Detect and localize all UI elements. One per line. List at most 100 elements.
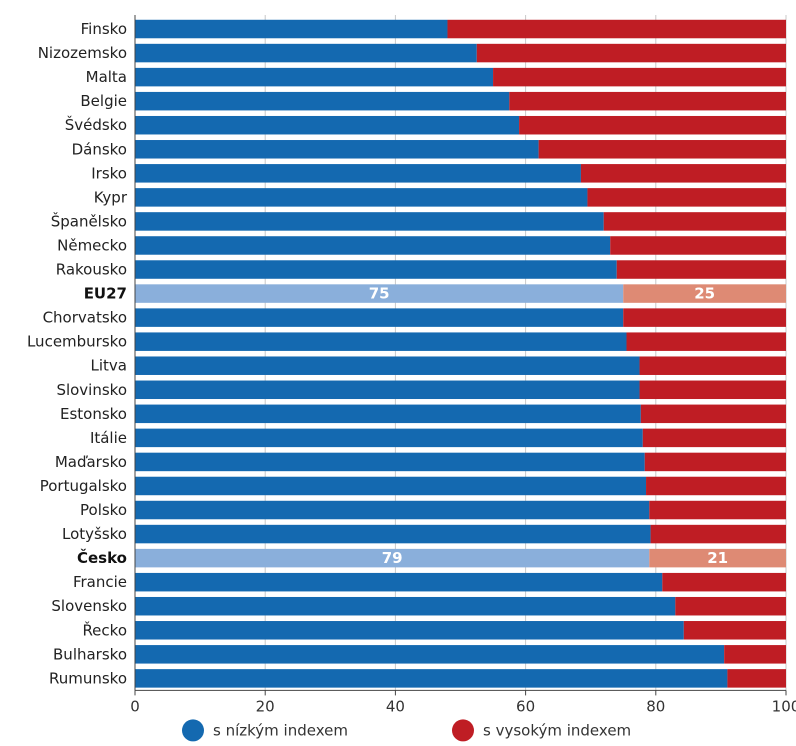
category-label: Estonsko [60, 405, 127, 423]
bar-high-4 [519, 115, 786, 135]
bar-low-23 [135, 572, 663, 592]
bar-low-11 [135, 284, 624, 303]
category-label: Řecko [82, 620, 127, 639]
bar-high-3 [509, 91, 786, 111]
category-label: Rakousko [56, 261, 127, 279]
bar-high-1 [476, 43, 786, 63]
bar-high-11 [623, 284, 786, 303]
bar-low-7 [135, 188, 588, 207]
bar-low-10 [135, 260, 617, 279]
category-label: Portugalsko [40, 477, 127, 495]
category-label: Francie [73, 573, 127, 591]
bar-high-21 [650, 524, 786, 544]
category-label: Itálie [90, 429, 127, 447]
bar-high-12 [623, 308, 786, 327]
bar-low-17 [135, 428, 643, 448]
x-tick-label: 60 [516, 697, 535, 715]
x-tick-label: 0 [130, 697, 140, 715]
bar-high-20 [649, 500, 786, 520]
data-label: 75 [369, 285, 390, 303]
category-label: Kypr [94, 188, 128, 206]
x-axis: 0 20 40 60 80 100 [130, 15, 796, 715]
bar-high-27 [727, 669, 786, 688]
bar-high-23 [662, 572, 786, 592]
bar-high-10 [616, 260, 786, 279]
bar-low-18 [135, 452, 645, 472]
legend-label-low: s nízkým indexem [213, 721, 348, 739]
category-label: Slovensko [51, 597, 127, 615]
bar-high-24 [675, 596, 786, 616]
category-label: EU27 [84, 285, 127, 303]
category-label: Maďarsko [55, 453, 127, 471]
category-label: Lucembursko [27, 333, 127, 351]
bar-low-26 [135, 645, 725, 664]
category-label: Bulharsko [53, 645, 127, 663]
bar-low-16 [135, 404, 641, 424]
bar-high-26 [724, 645, 786, 664]
bar-high-5 [538, 140, 786, 159]
bar-low-2 [135, 67, 494, 87]
x-tick-label: 40 [386, 697, 405, 715]
category-label: Slovinsko [56, 381, 127, 399]
x-tick-label: 80 [646, 697, 665, 715]
category-label: Malta [86, 68, 127, 86]
bar-low-0 [135, 19, 448, 39]
bar-low-27 [135, 669, 728, 688]
data-label: 25 [694, 285, 715, 303]
bar-high-19 [646, 476, 786, 496]
x-tick-label: 100 [772, 697, 796, 715]
bar-low-15 [135, 380, 640, 400]
category-label: Španělsko [51, 211, 127, 230]
bar-low-13 [135, 332, 627, 351]
bar-low-3 [135, 91, 510, 111]
bar-high-7 [587, 188, 786, 207]
bar-high-6 [580, 164, 786, 183]
bar-high-2 [493, 67, 786, 87]
data-labels: 75 25 79 21 [369, 285, 728, 568]
bar-high-25 [683, 621, 786, 640]
bar-low-12 [135, 308, 624, 327]
category-label: Chorvatsko [43, 309, 127, 327]
bar-high-18 [644, 452, 786, 472]
category-label: Německo [57, 236, 127, 254]
bar-low-24 [135, 596, 676, 616]
bar-low-25 [135, 621, 684, 640]
category-label: Litva [91, 357, 127, 375]
bar-low-14 [135, 356, 640, 375]
bar-high-0 [447, 19, 786, 39]
bar-low-8 [135, 212, 604, 231]
data-label: 79 [382, 549, 403, 567]
legend-marker-low [182, 719, 204, 742]
bar-high-9 [610, 236, 786, 255]
data-label: 21 [707, 549, 728, 567]
category-label: Polsko [80, 501, 127, 519]
legend: s nízkým indexem s vysokým indexem [182, 719, 631, 742]
bar-low-9 [135, 236, 611, 255]
bar-high-16 [640, 404, 786, 424]
bar-high-8 [603, 212, 786, 231]
legend-label-high: s vysokým indexem [483, 721, 631, 739]
category-label: Lotyšsko [62, 525, 127, 543]
bar-low-4 [135, 115, 520, 135]
bar-low-22 [135, 548, 650, 568]
bar-high-14 [639, 356, 786, 375]
category-label: Finsko [81, 20, 127, 38]
bar-high-13 [626, 332, 786, 351]
x-tick-label: 20 [256, 697, 275, 715]
bar-high-15 [639, 380, 786, 400]
bar-low-5 [135, 140, 539, 159]
category-label: Švédsko [65, 115, 127, 134]
bars [135, 19, 786, 688]
category-label: Rumunsko [49, 669, 127, 687]
bar-high-22 [649, 548, 786, 568]
bar-low-1 [135, 43, 477, 63]
bar-low-21 [135, 524, 651, 544]
bar-high-17 [642, 428, 786, 448]
bar-low-20 [135, 500, 650, 520]
category-label: Dánsko [72, 140, 127, 158]
category-labels: Finsko Nizozemsko Malta Belgie Švédsko Dánsko… [27, 20, 128, 687]
category-label: Irsko [91, 164, 127, 182]
category-label: Česko [77, 548, 127, 567]
